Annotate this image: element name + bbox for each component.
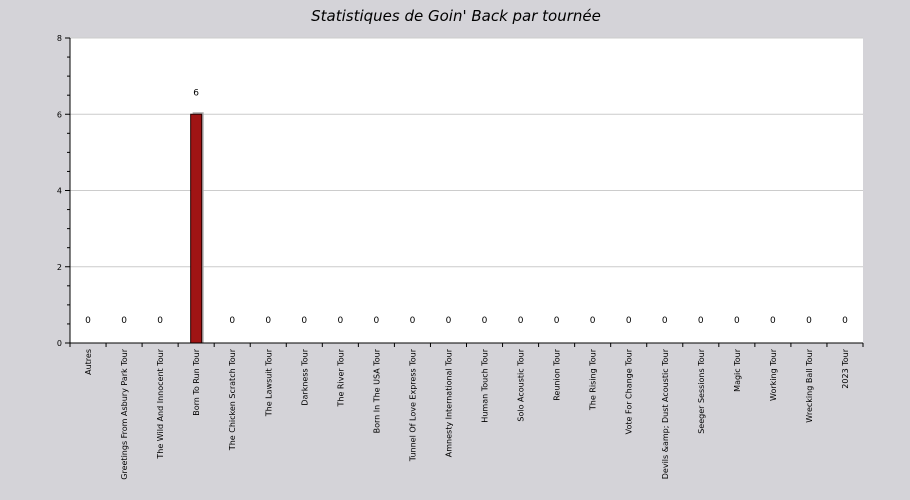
x-tick-label: Tunnel Of Love Express Tour (408, 348, 417, 462)
value-label: 0 (410, 316, 416, 326)
value-label: 0 (337, 316, 343, 326)
y-tick-label: 0 (57, 339, 62, 348)
axes (65, 37, 864, 347)
x-tick-label: Magic Tour (733, 348, 742, 392)
y-tick-label: 4 (57, 187, 62, 196)
value-label: 0 (374, 316, 380, 326)
x-tick-label: Autres (84, 349, 93, 375)
value-label: 0 (157, 316, 163, 326)
value-label: 0 (518, 316, 524, 326)
x-tick-labels: Autres Greetings From Asbury Park Tour The… (84, 348, 850, 479)
x-tick-label: Solo Acoustic Tour (517, 348, 526, 421)
bar (190, 113, 203, 344)
x-tick-label: Born In The USA Tour (372, 348, 381, 433)
value-label: 0 (662, 316, 668, 326)
x-tick-label: Greetings From Asbury Park Tour (120, 348, 129, 479)
bars (190, 112, 204, 344)
y-tick-label: 6 (57, 110, 62, 119)
y-tick-label: 2 (57, 263, 62, 272)
x-tick-label: Wrecking Ball Tour (805, 348, 814, 422)
value-labels: 0 0 0 6 0 0 0 0 0 0 0 0 0 0 0 0 0 0 0 0 0 0 (85, 88, 848, 326)
x-tick-label: The River Tour (336, 348, 345, 407)
x-tick-label: Darkness Tour (300, 348, 309, 405)
chart-title: Statistiques de Goin' Back par tournée (311, 7, 601, 25)
x-tick-label: The Rising Tour (589, 348, 598, 411)
value-label: 0 (446, 316, 452, 326)
x-tick-label: The Chicken Scratch Tour (228, 348, 237, 451)
x-tick-label: Amnesty International Tour (444, 348, 453, 457)
value-label: 0 (806, 316, 812, 326)
x-tick-label: Seeger Sessions Tour (697, 348, 706, 433)
x-tick-label: Reunion Tour (553, 348, 562, 400)
x-tick-label: Born To Run Tour (192, 348, 201, 415)
value-label: 0 (229, 316, 235, 326)
value-label: 0 (698, 316, 704, 326)
value-label: 0 (265, 316, 271, 326)
value-label: 0 (301, 316, 307, 326)
value-label: 0 (770, 316, 776, 326)
value-label: 0 (482, 316, 488, 326)
x-tick-label: The Lawsuit Tour (264, 348, 273, 417)
y-tick-label: 8 (57, 34, 62, 43)
x-tick-label: 2023 Tour (841, 348, 850, 388)
value-label: 0 (121, 316, 127, 326)
x-tick-label: Human Touch Tour (481, 348, 490, 422)
x-tick-label: Vote For Change Tour (625, 348, 634, 434)
value-label: 0 (590, 316, 596, 326)
value-label: 6 (193, 88, 199, 98)
value-label: 0 (842, 316, 848, 326)
x-tick-label: Devils &amp; Dust Acoustic Tour (661, 348, 670, 479)
y-tick-labels: 0 2 4 6 8 (57, 34, 62, 348)
x-tick-label: The Wild And Innocent Tour (156, 348, 165, 459)
value-label: 0 (734, 316, 740, 326)
value-label: 0 (554, 316, 560, 326)
value-label: 0 (85, 316, 91, 326)
value-label: 0 (626, 316, 632, 326)
x-tick-label: Working Tour (769, 348, 778, 401)
